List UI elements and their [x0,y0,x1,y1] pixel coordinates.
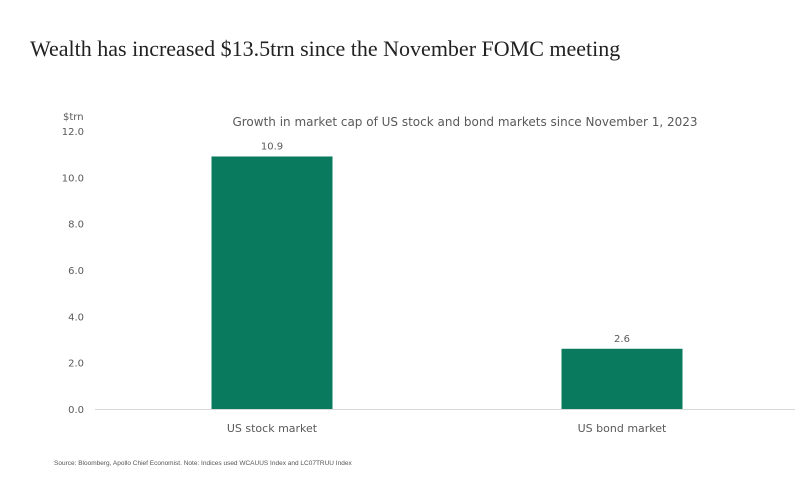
y-tick-label: 8.0 [68,220,84,231]
y-tick-label: 4.0 [68,312,84,323]
x-tick-label: US bond market [578,422,667,435]
y-axis-label: $trn [63,112,84,123]
chart-title: Growth in market cap of US stock and bon… [232,115,697,129]
data-label: 10.9 [261,141,283,152]
bar [561,348,683,409]
headline: Wealth has increased $13.5trn since the … [30,36,621,61]
y-tick-label: 12.0 [62,127,84,138]
y-tick-label: 2.0 [68,359,84,370]
data-label: 2.6 [614,334,630,345]
bar [211,156,333,409]
x-tick-label: US stock market [227,422,318,435]
y-tick-label: 0.0 [68,405,84,416]
y-tick-label: 10.0 [62,173,84,184]
y-tick-label: 6.0 [68,266,84,277]
source-note: Source: Bloomberg, Apollo Chief Economis… [54,460,352,467]
